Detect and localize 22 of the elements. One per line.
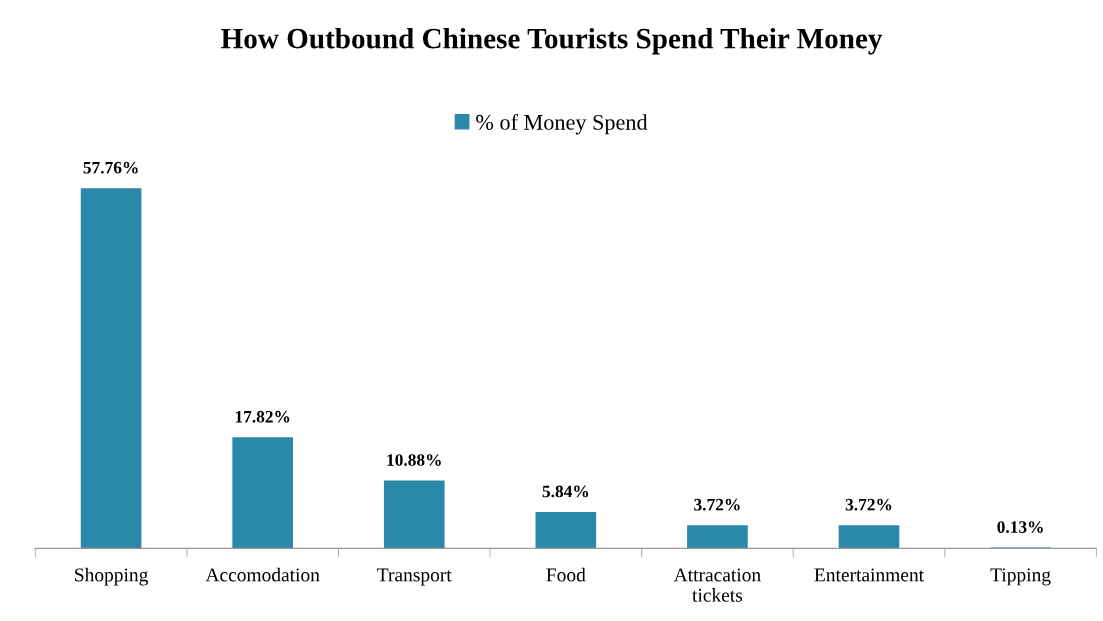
data-label: 3.72%	[845, 498, 892, 511]
x-tick-label: Accomodation	[205, 567, 320, 582]
bar	[535, 511, 597, 549]
data-label: 3.72%	[694, 498, 740, 511]
legend-label: % of Money Spend	[476, 113, 648, 135]
bar	[838, 525, 900, 549]
x-tick-label: Entertainment	[814, 568, 924, 582]
bar	[687, 525, 748, 549]
bar	[232, 437, 293, 549]
data-label: 10.88%	[387, 454, 441, 466]
data-label: 57.76%	[83, 161, 138, 174]
data-label: 17.82%	[235, 410, 290, 423]
bar	[80, 188, 142, 549]
data-label: 0.13%	[997, 521, 1043, 533]
bar	[383, 480, 445, 549]
x-tick-label: Tipping	[990, 568, 1051, 586]
chart-title: How Outbound Chinese Tourists Spend Their Money	[221, 27, 883, 55]
x-tick-label: Transport	[377, 568, 452, 586]
x-tick-label: Food	[546, 567, 586, 582]
data-label: 5.84%	[542, 485, 589, 498]
x-tick-label: Attracation tickets	[673, 568, 761, 602]
x-tick-label: Shopping	[75, 567, 148, 586]
